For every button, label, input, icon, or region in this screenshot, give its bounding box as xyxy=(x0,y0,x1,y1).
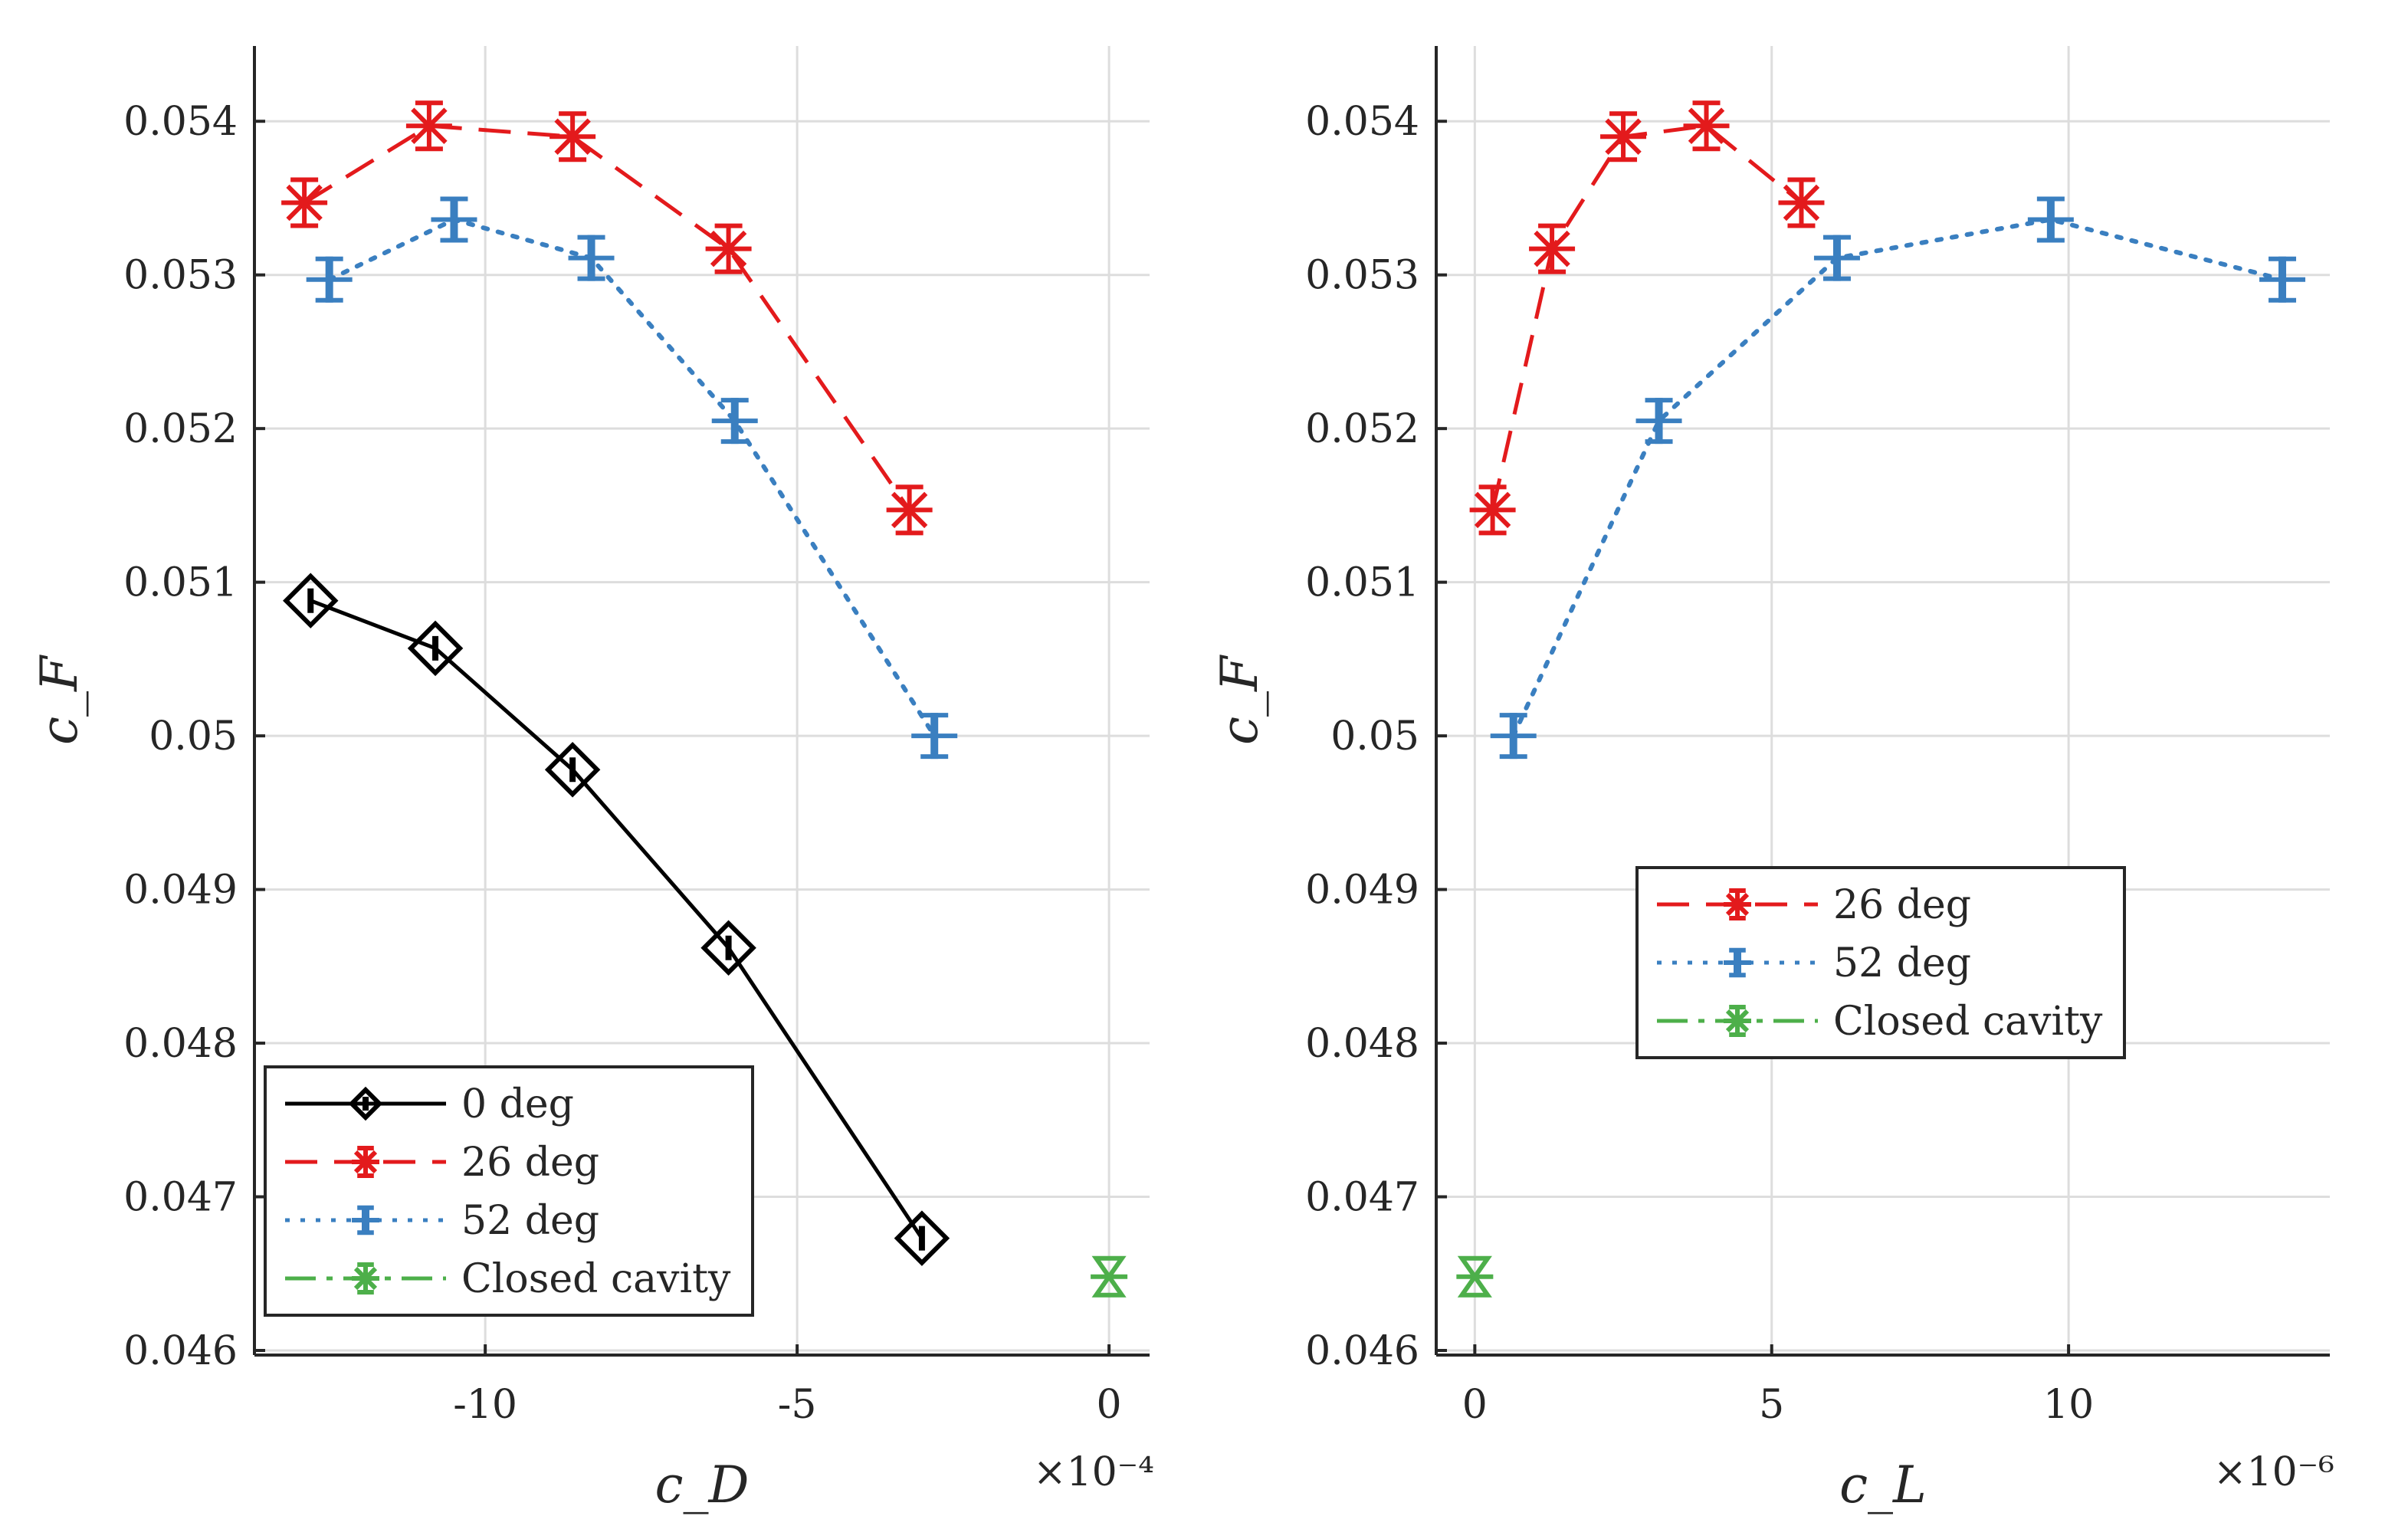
legend-marker xyxy=(1724,947,1751,978)
legend-box xyxy=(264,1065,754,1317)
diamond-marker xyxy=(894,1210,950,1266)
data-point-26-deg xyxy=(1529,223,1576,274)
data-point-26-deg xyxy=(550,111,596,162)
x-tick-label: 5 xyxy=(1759,1382,1784,1428)
legend-item-52-deg: 52 deg xyxy=(285,1198,599,1244)
diamond-marker xyxy=(407,620,464,677)
y-tick-label: 0.053 xyxy=(1305,253,1419,299)
y-tick-label: 0.049 xyxy=(123,868,238,914)
series-line-52-deg xyxy=(1511,217,2285,739)
y-tick-label: 0.05 xyxy=(1330,714,1419,760)
legend-label: Closed cavity xyxy=(461,1256,731,1302)
y-tick-label: 0.051 xyxy=(123,560,238,606)
data-point-26-deg xyxy=(705,223,752,274)
x-exponent-label: ×10⁻⁶ xyxy=(2213,1449,2334,1495)
x-tick-label: -5 xyxy=(778,1382,817,1428)
left-panel: 0.046 0.047 0.048 0.049 0.05 0.051 0.052 0.053 0… xyxy=(30,46,1154,1514)
series-line-26-deg xyxy=(303,123,911,511)
closed-marker-shape xyxy=(1091,1255,1127,1298)
y-tick-label: 0.053 xyxy=(123,253,238,299)
data-point-52-deg xyxy=(1635,398,1682,445)
data-point-52-deg xyxy=(2259,256,2306,303)
y-tick-label: 0.051 xyxy=(1305,560,1419,606)
grid xyxy=(1436,46,2330,1355)
data-point-26-deg xyxy=(1778,177,1825,228)
data-point-26-deg xyxy=(886,484,933,536)
legend-label: 52 deg xyxy=(1833,940,1971,986)
x-tick-label: -10 xyxy=(453,1382,517,1428)
data-point-52-deg xyxy=(1813,235,1860,281)
y-tick-label: 0.05 xyxy=(149,714,238,760)
x-tick-label: 0 xyxy=(1462,1382,1488,1428)
data-point-0-deg xyxy=(283,573,339,628)
x-axis-label: c_L xyxy=(1839,1455,1927,1514)
legend-marker xyxy=(352,1262,379,1295)
series-line-26-deg xyxy=(1491,123,1803,510)
y-tick-label: 0.052 xyxy=(1305,406,1419,452)
y-tick-label: 0.048 xyxy=(123,1021,238,1067)
right-panel: 0.046 0.047 0.048 0.049 0.05 0.051 0.052 0.053 0… xyxy=(1210,46,2334,1514)
y-tick-label: 0.047 xyxy=(1305,1175,1419,1221)
x-tick-label: 0 xyxy=(1097,1382,1122,1428)
legend-marker xyxy=(1724,888,1751,920)
x-axis-label: c_D xyxy=(655,1455,750,1514)
data-point-52-deg xyxy=(911,713,958,760)
diamond-marker xyxy=(700,920,756,976)
x-exponent-label: ×10⁻⁴ xyxy=(1033,1449,1154,1495)
data-point-0-deg xyxy=(544,741,601,798)
data-point-0-deg xyxy=(407,620,464,677)
x-tick-label: 10 xyxy=(2043,1382,2094,1428)
data-point-closed-cavity xyxy=(1091,1255,1128,1298)
legend-label: Closed cavity xyxy=(1833,999,2103,1045)
data-point-52-deg xyxy=(2027,196,2074,243)
legend-item-closed-cavity: Closed cavity xyxy=(1657,999,2103,1045)
closed-marker-shape xyxy=(1457,1255,1492,1298)
y-tick-label: 0.047 xyxy=(123,1175,238,1221)
y-tick-label: 0.046 xyxy=(123,1328,238,1374)
legend-item-26-deg: 26 deg xyxy=(1657,882,1971,928)
legend-marker xyxy=(352,1205,379,1235)
data-point-0-deg xyxy=(700,920,756,976)
legend-label: 26 deg xyxy=(1833,882,1971,928)
diamond-marker xyxy=(544,741,601,798)
data-point-52-deg xyxy=(568,235,615,281)
data-point-26-deg xyxy=(1600,111,1647,162)
data-point-closed-cavity xyxy=(1456,1255,1494,1298)
data-point-26-deg xyxy=(405,100,452,152)
y-tick-label: 0.048 xyxy=(1305,1021,1419,1067)
legend-marker xyxy=(352,1146,379,1178)
y-axis-label: c_F xyxy=(1210,655,1269,745)
legend: 26 deg 52 deg Closed cavity xyxy=(1635,866,2126,1059)
data-point-0-deg xyxy=(894,1210,950,1266)
legend-marker xyxy=(1724,1005,1751,1037)
legend-label: 0 deg xyxy=(461,1081,574,1127)
legend: 0 deg 26 deg 52 deg Closed cavity xyxy=(264,1065,754,1317)
diamond-marker xyxy=(348,1086,383,1121)
data-point-52-deg xyxy=(711,398,758,445)
y-tick-label: 0.046 xyxy=(1305,1328,1419,1374)
data-point-26-deg xyxy=(1469,484,1516,536)
data-point-52-deg xyxy=(1490,713,1537,760)
y-tick-label: 0.049 xyxy=(1305,868,1419,914)
data-point-52-deg xyxy=(431,196,477,243)
y-tick-label: 0.052 xyxy=(123,406,238,452)
y-tick-label: 0.054 xyxy=(1305,99,1419,145)
y-tick-label: 0.054 xyxy=(123,99,238,145)
legend-item-closed-cavity: Closed cavity xyxy=(285,1256,731,1302)
legend-marker xyxy=(348,1086,383,1121)
y-axis-label: c_F xyxy=(30,655,89,745)
legend-label: 26 deg xyxy=(461,1140,599,1186)
data-point-26-deg xyxy=(281,177,328,228)
data-point-52-deg xyxy=(306,256,353,303)
diamond-marker xyxy=(283,573,339,628)
legend-item-26-deg: 26 deg xyxy=(285,1140,599,1186)
legend-item-0-deg: 0 deg xyxy=(285,1081,574,1127)
legend-label: 52 deg xyxy=(461,1198,599,1244)
legend-item-52-deg: 52 deg xyxy=(1657,940,1971,986)
data-point-26-deg xyxy=(1683,100,1730,152)
